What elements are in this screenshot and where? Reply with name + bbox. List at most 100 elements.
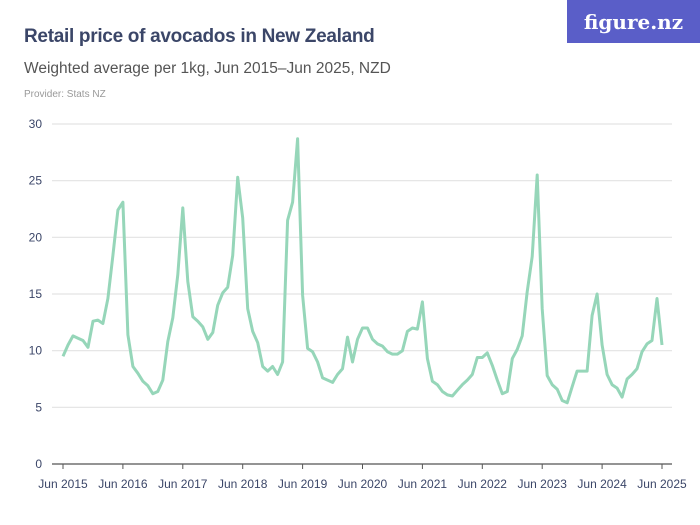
data-point [386,350,389,353]
data-point [496,379,499,382]
data-point [356,338,359,341]
data-point [226,286,229,289]
data-point [621,396,624,399]
data-point [151,392,154,395]
data-point [251,330,254,333]
data-point [321,376,324,379]
y-tick-label: 30 [29,117,43,131]
y-tick-label: 0 [35,457,42,471]
data-point [216,304,219,307]
data-point [296,137,299,140]
data-point [336,373,339,376]
data-point [451,395,454,398]
data-point [491,364,494,367]
x-tick-label: Jun 2022 [458,477,508,491]
figure-nz-logo[interactable]: figure.nz [567,0,700,43]
data-point [606,373,609,376]
data-point [596,293,599,296]
data-point [136,372,139,375]
data-point [196,320,199,323]
data-point [576,370,579,373]
data-point [581,370,584,373]
data-point [276,373,279,376]
data-point [641,350,644,353]
data-point [271,365,274,368]
data-point [456,389,459,392]
y-tick-label: 25 [29,174,43,188]
x-tick-label: Jun 2015 [38,477,88,491]
data-point [331,381,334,384]
data-point [526,290,529,293]
data-point [86,346,89,349]
data-point [571,385,574,388]
data-point [546,374,549,377]
data-point [341,367,344,370]
data-point [486,351,489,354]
data-point [536,174,539,177]
data-point [601,344,604,347]
data-point [111,254,114,257]
data-point [176,273,179,276]
data-point [261,365,264,368]
data-point [206,338,209,341]
data-point [306,347,309,350]
data-point [556,388,559,391]
x-tick-label: Jun 2021 [398,477,448,491]
data-point [76,337,79,340]
data-point [236,176,239,179]
data-point [521,334,524,337]
x-tick-label: Jun 2024 [577,477,627,491]
data-point [471,373,474,376]
data-point [421,300,424,303]
data-point [466,379,469,382]
data-point [346,336,349,339]
data-point [501,392,504,395]
data-point [656,297,659,300]
data-point [361,327,364,330]
data-point [661,344,664,347]
data-point [211,331,214,334]
data-point [441,390,444,393]
x-tick-label: Jun 2017 [158,477,208,491]
data-point [431,380,434,383]
data-point [121,201,124,204]
data-point [371,338,374,341]
data-point [411,327,414,330]
data-point [426,357,429,360]
data-point [561,399,564,402]
y-tick-label: 5 [35,400,42,414]
data-point [401,349,404,352]
data-point [631,373,634,376]
x-tick-label: Jun 2025 [637,477,687,491]
data-point [311,350,314,353]
data-point [591,314,594,317]
data-point [511,357,514,360]
data-point [326,379,329,382]
data-point [286,219,289,222]
data-point [566,401,569,404]
data-point [381,345,384,348]
data-point [516,348,519,351]
data-point [616,387,619,390]
data-point [376,342,379,345]
data-point [191,315,194,318]
x-tick-label: Jun 2020 [338,477,388,491]
x-tick-label: Jun 2016 [98,477,148,491]
series-line-avocado-price [61,137,664,405]
data-point [476,356,479,359]
x-tick-label: Jun 2023 [518,477,568,491]
data-point [651,339,654,342]
data-point [246,307,249,310]
data-point [171,316,174,319]
y-tick-label: 20 [29,230,43,244]
data-point [101,322,104,325]
data-point [62,355,65,358]
data-point [116,209,119,212]
data-point [291,201,294,204]
data-point [551,383,554,386]
data-point [281,361,284,364]
data-point [146,384,149,387]
data-point [541,307,544,310]
